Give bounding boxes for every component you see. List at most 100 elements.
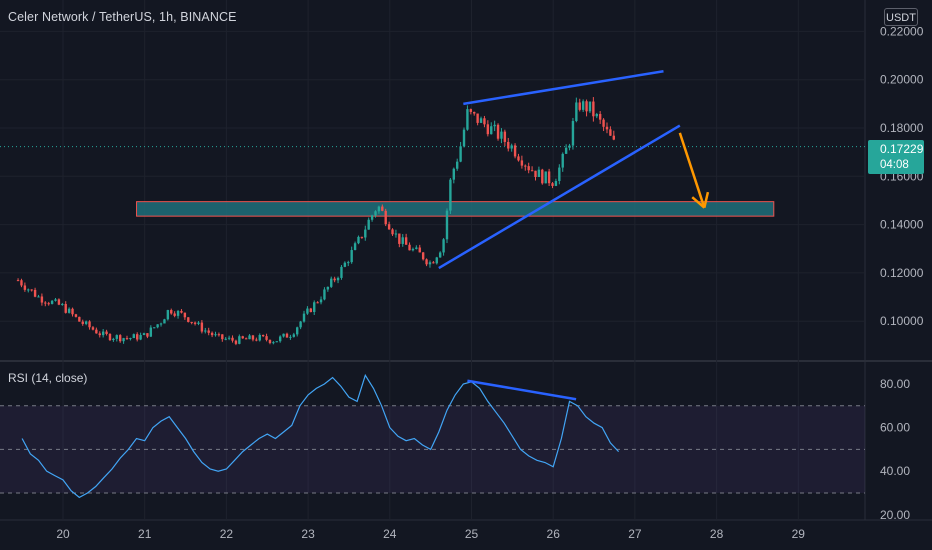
candle-body bbox=[71, 308, 74, 315]
candle-body bbox=[527, 166, 530, 171]
trendline-bottom bbox=[438, 124, 681, 270]
candle-body bbox=[166, 310, 170, 320]
candle-body bbox=[50, 300, 54, 304]
candle-body bbox=[275, 341, 278, 343]
candle-body bbox=[435, 257, 438, 264]
rsi-layer bbox=[0, 373, 865, 499]
candle-body bbox=[302, 313, 306, 322]
candle-body bbox=[357, 236, 360, 244]
candle-body bbox=[108, 333, 112, 341]
candle-body bbox=[173, 313, 176, 316]
candle-body bbox=[479, 118, 483, 123]
currency-button[interactable]: USDT bbox=[884, 8, 918, 26]
candle-body bbox=[561, 153, 564, 168]
rsi-divergence-line bbox=[467, 379, 577, 401]
candle-body bbox=[353, 243, 357, 251]
candle-body bbox=[44, 302, 47, 304]
candle-body bbox=[74, 314, 78, 317]
candle-body bbox=[112, 338, 115, 341]
candle-body bbox=[537, 169, 541, 178]
candle-body bbox=[568, 145, 571, 148]
candle-body bbox=[592, 101, 595, 117]
candle-body bbox=[54, 299, 57, 301]
candle-body bbox=[81, 321, 84, 324]
candle-body bbox=[244, 338, 248, 340]
x-tick-label: 23 bbox=[301, 527, 315, 541]
arrow-shaft bbox=[678, 132, 706, 209]
candle-body bbox=[285, 333, 289, 338]
candle-body bbox=[214, 334, 217, 336]
candle-body bbox=[282, 333, 285, 337]
candle-body bbox=[289, 336, 292, 338]
candle-body bbox=[268, 339, 272, 343]
candle-body bbox=[564, 147, 568, 154]
candle-body bbox=[343, 262, 347, 267]
candle-body bbox=[391, 229, 394, 235]
candle-body bbox=[316, 302, 319, 304]
candle-body bbox=[261, 335, 265, 337]
x-tick-label: 28 bbox=[710, 527, 724, 541]
rsi-y-tick-label: 60.00 bbox=[880, 421, 910, 435]
candle-body bbox=[360, 236, 364, 238]
candle-body bbox=[231, 337, 234, 341]
candle-body bbox=[207, 330, 210, 333]
rsi-indicator-label[interactable]: RSI (14, close) bbox=[8, 371, 88, 385]
candle-body bbox=[313, 302, 316, 313]
candle-body bbox=[238, 336, 241, 344]
candle-body bbox=[462, 129, 466, 147]
candle-body bbox=[513, 145, 517, 157]
candle-body bbox=[404, 237, 408, 245]
candle-body bbox=[541, 169, 544, 184]
candle-body bbox=[115, 335, 118, 339]
candle-body bbox=[122, 338, 125, 342]
candle-body bbox=[496, 124, 500, 139]
candle-body bbox=[95, 329, 98, 334]
candle-body bbox=[370, 215, 374, 220]
candle-body bbox=[323, 289, 326, 300]
candle-body bbox=[421, 252, 425, 260]
candle-body bbox=[588, 101, 592, 112]
candle-body bbox=[125, 338, 129, 340]
symbol-title[interactable]: Celer Network / TetherUS, 1h, BINANCE bbox=[8, 10, 237, 24]
candle-body bbox=[500, 131, 503, 139]
y-tick-label: 0.12000 bbox=[880, 266, 924, 280]
candle-body bbox=[445, 210, 449, 240]
x-tick-label: 26 bbox=[547, 527, 561, 541]
candle-body bbox=[183, 312, 187, 318]
candle-body bbox=[547, 171, 551, 184]
candle-body bbox=[544, 171, 547, 184]
candle-body bbox=[411, 248, 415, 251]
candle-body bbox=[200, 322, 204, 332]
candle-body bbox=[180, 310, 183, 313]
candle-body bbox=[170, 310, 173, 314]
candle-body bbox=[299, 321, 302, 328]
candle-body bbox=[551, 183, 554, 186]
candle-body bbox=[381, 206, 384, 211]
support-zone bbox=[136, 201, 775, 217]
candle-body bbox=[524, 165, 527, 167]
candle-body bbox=[340, 266, 343, 278]
candle-body bbox=[449, 179, 452, 211]
x-tick-label: 20 bbox=[56, 527, 70, 541]
candle-body bbox=[493, 124, 496, 127]
candle-body bbox=[265, 336, 268, 340]
candle-body bbox=[139, 335, 142, 340]
candle-body bbox=[350, 250, 353, 263]
candle-body bbox=[571, 121, 575, 146]
candle-body bbox=[20, 280, 23, 286]
candle-body bbox=[581, 101, 585, 110]
candle-body bbox=[146, 333, 149, 337]
candle-body bbox=[609, 129, 612, 136]
axes: 20 21 22 23 24 25 26 27 28 29 0.22000 0.20000 0.1800… bbox=[56, 24, 923, 541]
last-price-tag: 0.17229 04:08 bbox=[868, 140, 924, 174]
x-tick-label: 29 bbox=[792, 527, 806, 541]
x-tick-label: 24 bbox=[383, 527, 397, 541]
candle-body bbox=[452, 168, 455, 180]
candle-body bbox=[503, 131, 507, 142]
candle-body bbox=[98, 333, 101, 336]
candle-body bbox=[248, 335, 251, 340]
candle-body bbox=[486, 124, 490, 135]
candle-body bbox=[40, 296, 44, 303]
